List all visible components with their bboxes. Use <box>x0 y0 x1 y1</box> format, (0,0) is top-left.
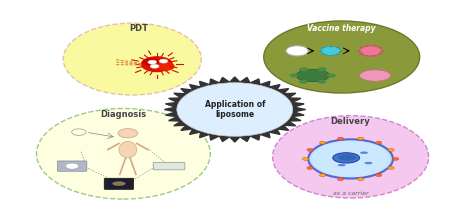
Circle shape <box>319 141 326 144</box>
Ellipse shape <box>333 153 359 163</box>
Ellipse shape <box>338 154 356 161</box>
Ellipse shape <box>365 162 373 164</box>
Circle shape <box>308 139 393 178</box>
Ellipse shape <box>359 70 391 81</box>
Circle shape <box>177 83 292 136</box>
Ellipse shape <box>112 181 126 186</box>
Ellipse shape <box>360 152 368 154</box>
Circle shape <box>359 46 382 56</box>
Circle shape <box>159 59 168 63</box>
Circle shape <box>302 157 309 160</box>
Polygon shape <box>164 77 305 142</box>
Circle shape <box>290 73 299 78</box>
Ellipse shape <box>63 23 201 95</box>
Circle shape <box>311 141 390 177</box>
FancyBboxPatch shape <box>104 178 134 189</box>
Circle shape <box>148 60 157 64</box>
Circle shape <box>150 64 159 68</box>
Text: as a carrier: as a carrier <box>333 191 368 196</box>
Circle shape <box>388 148 394 151</box>
Ellipse shape <box>157 62 174 71</box>
Ellipse shape <box>36 108 210 199</box>
FancyBboxPatch shape <box>107 180 130 187</box>
Circle shape <box>337 178 344 181</box>
Ellipse shape <box>142 58 163 66</box>
Ellipse shape <box>337 164 346 166</box>
Circle shape <box>286 46 308 56</box>
Circle shape <box>321 46 340 55</box>
Circle shape <box>375 174 382 177</box>
FancyBboxPatch shape <box>57 161 87 171</box>
Circle shape <box>327 73 336 78</box>
Circle shape <box>357 137 364 140</box>
Ellipse shape <box>119 141 137 158</box>
Circle shape <box>307 166 313 169</box>
Circle shape <box>307 148 313 151</box>
Circle shape <box>392 157 399 160</box>
Circle shape <box>375 141 382 144</box>
Text: Application of
liposome: Application of liposome <box>204 100 265 119</box>
Ellipse shape <box>65 163 79 169</box>
Circle shape <box>337 137 344 140</box>
FancyBboxPatch shape <box>153 162 185 170</box>
Ellipse shape <box>273 116 428 198</box>
Circle shape <box>118 129 137 138</box>
Ellipse shape <box>264 21 419 93</box>
Text: Diagnosis: Diagnosis <box>100 110 146 118</box>
Text: Delivery: Delivery <box>331 117 371 126</box>
Circle shape <box>357 178 364 181</box>
Ellipse shape <box>296 69 329 82</box>
Circle shape <box>299 67 308 71</box>
Circle shape <box>318 67 327 71</box>
Circle shape <box>319 174 326 177</box>
Circle shape <box>318 80 327 84</box>
Text: PDT: PDT <box>129 24 148 33</box>
Text: Vaccine therapy: Vaccine therapy <box>308 24 376 33</box>
Circle shape <box>388 166 394 169</box>
Circle shape <box>299 80 308 84</box>
Ellipse shape <box>141 56 173 72</box>
